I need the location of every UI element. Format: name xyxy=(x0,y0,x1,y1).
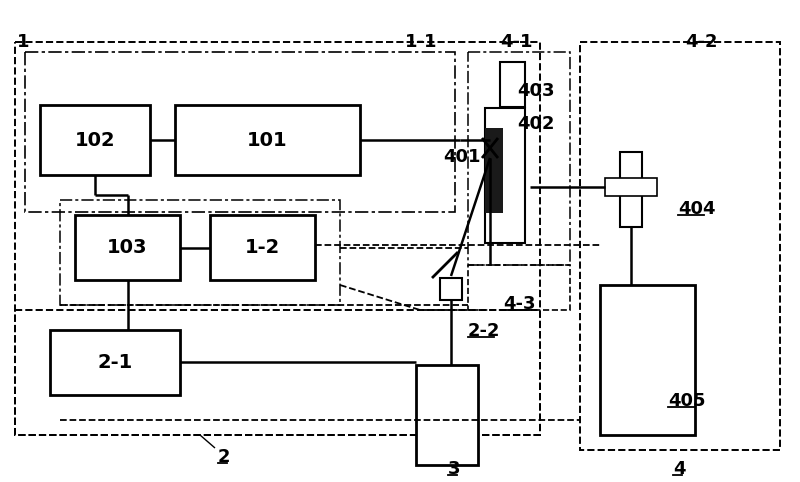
Bar xyxy=(468,265,570,310)
Bar xyxy=(210,215,315,280)
Text: 405: 405 xyxy=(668,392,706,410)
Text: 1: 1 xyxy=(17,33,30,51)
Bar xyxy=(50,330,180,395)
Bar xyxy=(600,285,695,435)
Bar xyxy=(440,278,462,300)
Text: 1-1: 1-1 xyxy=(405,33,438,51)
Text: 4-1: 4-1 xyxy=(500,33,533,51)
Text: 2: 2 xyxy=(218,448,230,466)
Bar xyxy=(75,215,180,280)
Bar xyxy=(468,52,570,265)
Text: 4-2: 4-2 xyxy=(685,33,718,51)
Bar xyxy=(416,365,478,465)
Text: 101: 101 xyxy=(247,131,288,149)
Bar xyxy=(40,105,150,175)
Text: 3: 3 xyxy=(448,460,461,478)
Bar xyxy=(25,52,455,212)
Bar xyxy=(15,42,540,435)
Bar xyxy=(175,105,360,175)
Text: 103: 103 xyxy=(107,238,148,257)
Text: 401: 401 xyxy=(443,148,481,166)
Bar xyxy=(485,128,503,213)
Text: 4-3: 4-3 xyxy=(503,295,535,313)
Bar xyxy=(15,310,540,435)
Text: 4: 4 xyxy=(673,460,686,478)
Text: 2-2: 2-2 xyxy=(468,322,501,340)
Text: 404: 404 xyxy=(678,200,715,218)
Bar xyxy=(500,62,525,107)
Bar xyxy=(620,152,642,227)
Bar xyxy=(605,178,657,196)
Text: 1-2: 1-2 xyxy=(245,238,280,257)
Text: 102: 102 xyxy=(74,131,115,149)
Bar xyxy=(580,42,780,450)
Text: 402: 402 xyxy=(517,115,554,133)
Text: 2-1: 2-1 xyxy=(98,353,133,372)
Bar xyxy=(485,108,525,243)
Text: 403: 403 xyxy=(517,82,554,100)
Bar xyxy=(60,200,340,305)
